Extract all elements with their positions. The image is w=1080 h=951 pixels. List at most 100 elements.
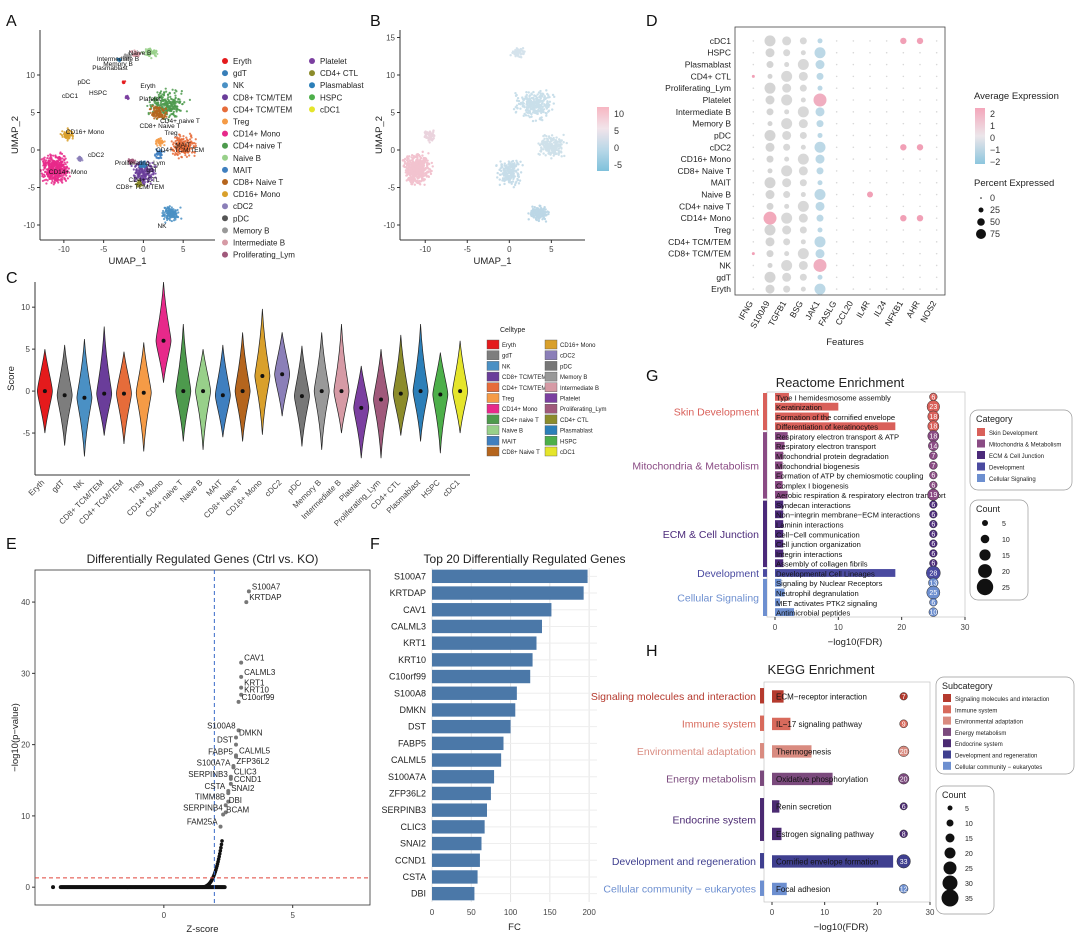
dot-mark	[902, 99, 905, 101]
umap-point	[59, 175, 62, 178]
dot-mark	[766, 61, 774, 69]
dot-mark	[869, 276, 871, 279]
umap-point	[61, 135, 64, 138]
umap-point	[155, 111, 158, 114]
x-tick-label: 50	[467, 908, 476, 917]
dot-mark	[935, 99, 938, 101]
panel-label-h: H	[646, 643, 658, 660]
umap-point	[510, 160, 514, 164]
cluster-label: Plasmablast	[92, 65, 128, 72]
dot-mark	[852, 264, 855, 267]
dot-mark	[765, 95, 775, 105]
dot-mark	[852, 122, 855, 125]
dot-mark	[935, 134, 938, 137]
legend-label: Platelet	[320, 57, 347, 66]
violin-shape	[333, 323, 350, 434]
y-tick-label: 5	[31, 109, 36, 118]
umap-point	[516, 96, 520, 100]
x-axis-title: FC	[508, 922, 521, 933]
umap-point	[538, 143, 542, 147]
umap-point	[548, 103, 551, 107]
dot-mark	[852, 217, 855, 219]
umap-point	[71, 137, 74, 140]
term-label: Mitochondrial biogenesis	[776, 462, 860, 471]
umap-point	[172, 105, 175, 108]
row-label: Memory B	[692, 119, 731, 129]
umap-point	[525, 90, 528, 94]
legend-swatch	[544, 350, 558, 360]
umap-point	[172, 112, 175, 115]
umap-point	[520, 56, 523, 59]
dot-mark	[781, 165, 793, 177]
colorbar-tick: 5	[614, 126, 619, 136]
umap-point	[547, 135, 551, 138]
term-label: Non−integrin membrane−ECM interactions	[776, 511, 920, 520]
dot-mark	[798, 119, 808, 129]
cluster-label: Eryth	[140, 83, 156, 90]
pct-legend-label: 0	[990, 193, 995, 203]
umap-point	[422, 157, 425, 161]
count-legend-label: 5	[965, 806, 969, 813]
dot-mark	[835, 51, 838, 54]
violin-shape	[234, 332, 251, 442]
violin-median	[359, 405, 364, 410]
umap-point	[152, 98, 156, 101]
gene-label: CCND1	[234, 775, 262, 784]
umap-point	[168, 213, 171, 216]
group-bracket	[763, 500, 767, 568]
umap-point	[63, 158, 66, 161]
umap-point	[496, 171, 499, 175]
dot-mark	[752, 40, 755, 42]
count-label: 6	[931, 502, 935, 509]
umap-point	[527, 114, 530, 117]
bar-label: CAV1	[403, 605, 426, 615]
dot-mark	[752, 134, 755, 137]
bar	[432, 703, 516, 717]
dot-mark	[919, 99, 921, 101]
umap-point	[544, 105, 547, 108]
umap-point	[536, 93, 539, 96]
umap-point	[406, 167, 409, 170]
umap-point	[58, 170, 61, 174]
umap-point	[184, 154, 187, 157]
y-tick-label: 10	[386, 71, 395, 80]
umap-point	[557, 147, 561, 150]
expr-legend-title: Average Expression	[974, 91, 1059, 102]
dot-mark	[752, 170, 755, 172]
dot-mark	[813, 258, 827, 272]
violin-shape	[452, 340, 468, 434]
gene-point	[221, 812, 226, 817]
umap-point	[175, 109, 178, 112]
legend-label: CD14+ Mono	[233, 130, 281, 139]
umap-point	[155, 142, 158, 145]
panel-label-c: C	[6, 270, 18, 287]
row-label: CD4+ naive T	[679, 201, 731, 211]
legend-label: Cellular community − eukaryotes	[955, 765, 1042, 771]
dot-mark	[900, 214, 907, 222]
x-tick-label: cDC2	[263, 478, 284, 499]
umap-point	[418, 167, 422, 171]
dot-mark	[919, 205, 921, 208]
dot-mark	[885, 276, 888, 279]
colorbar	[597, 107, 609, 171]
umap-point	[554, 142, 557, 145]
gene-label: TIMM8B	[195, 793, 225, 802]
dot-mark	[815, 107, 825, 117]
term-label: MET activates PTK2 signaling	[776, 599, 877, 608]
umap-point	[159, 137, 163, 140]
umap-point	[175, 90, 178, 93]
umap-point	[156, 117, 159, 120]
x-axis-title: −log10(FDR)	[828, 637, 883, 648]
gene-label: DST	[217, 736, 233, 745]
count-label: 6	[931, 600, 935, 607]
count-label: 25	[929, 590, 937, 597]
umap-point	[533, 111, 537, 115]
violin-shape	[155, 281, 172, 383]
violin-median	[458, 389, 463, 394]
dot-mark	[764, 224, 776, 236]
legend-label: Naive B	[233, 154, 261, 163]
row-label: MAIT	[711, 178, 731, 188]
umap-point	[412, 173, 415, 176]
umap-point	[156, 153, 159, 156]
dot-mark	[815, 249, 825, 259]
